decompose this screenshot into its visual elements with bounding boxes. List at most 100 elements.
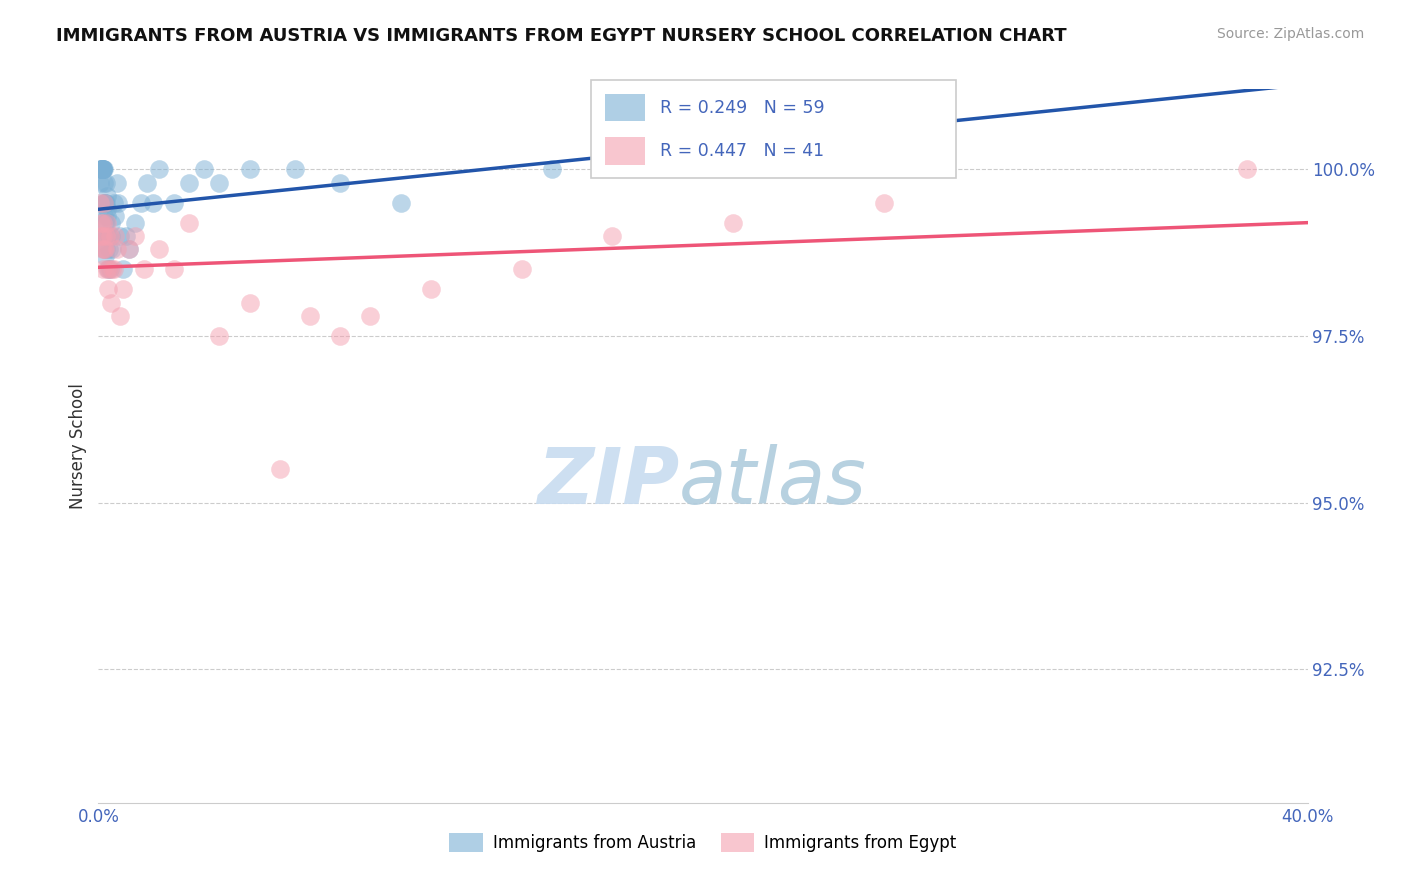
Point [90,162,112,177]
Point [96,176,118,190]
Point [94,216,117,230]
Point [101,262,124,277]
Point [329,176,352,190]
Point [104,209,127,223]
Point [329,329,352,343]
Point [111,262,134,277]
Point [208,329,231,343]
Point [94,249,117,263]
Point [142,195,165,210]
Point [93,162,115,177]
Point [94,195,117,210]
Point [540,162,562,177]
Legend: Immigrants from Austria, Immigrants from Egypt: Immigrants from Austria, Immigrants from… [443,826,963,859]
Point [94,195,117,210]
Point [105,242,128,256]
Point [118,242,141,256]
Point [98,228,121,243]
Bar [605,137,645,165]
Point [91,162,114,177]
Point [96,216,118,230]
Point [107,195,129,210]
Point [98,242,121,256]
FancyBboxPatch shape [591,80,956,178]
Point [873,195,896,210]
Point [89,195,111,210]
Point [94,228,117,243]
Point [118,242,141,256]
Point [91,162,114,177]
Point [108,309,131,323]
Point [94,242,117,256]
Point [114,228,136,243]
Text: ZIP: ZIP [537,443,679,520]
Point [91,242,114,256]
Point [135,176,157,190]
Point [96,189,118,203]
Point [389,195,412,210]
Point [93,176,115,190]
Point [100,295,122,310]
Point [93,209,115,223]
Point [93,195,115,210]
Point [420,282,443,296]
Point [89,176,111,190]
Text: R = 0.249   N = 59: R = 0.249 N = 59 [659,99,824,117]
Point [148,242,170,256]
Bar [605,94,645,121]
Point [91,216,114,230]
Text: IMMIGRANTS FROM AUSTRIA VS IMMIGRANTS FROM EGYPT NURSERY SCHOOL CORRELATION CHAR: IMMIGRANTS FROM AUSTRIA VS IMMIGRANTS FR… [56,27,1067,45]
Point [93,242,115,256]
Point [124,216,146,230]
Point [96,209,118,223]
Point [163,195,186,210]
Point [148,162,170,177]
Text: atlas: atlas [679,443,866,520]
Point [91,228,114,243]
Point [723,216,745,230]
Point [96,202,118,217]
Point [103,262,125,277]
Point [93,242,115,256]
Point [94,216,117,230]
Point [91,162,114,177]
Point [108,228,131,243]
Point [284,162,307,177]
Point [96,228,118,243]
Point [97,282,120,296]
Point [90,162,112,177]
Point [239,162,262,177]
Point [97,228,120,243]
Text: Source: ZipAtlas.com: Source: ZipAtlas.com [1216,27,1364,41]
Point [179,176,201,190]
Point [1236,162,1258,177]
Point [132,262,155,277]
Text: R = 0.447   N = 41: R = 0.447 N = 41 [659,142,824,160]
Point [103,195,125,210]
Y-axis label: Nursery School: Nursery School [69,383,87,509]
Point [163,262,186,277]
Point [93,228,115,243]
Point [100,228,122,243]
Point [97,262,120,277]
Point [510,262,533,277]
Point [98,262,121,277]
Point [193,162,215,177]
Point [91,262,114,277]
Point [90,216,112,230]
Point [93,195,115,210]
Point [269,462,291,476]
Point [105,176,128,190]
Point [602,228,624,243]
Point [98,262,121,277]
Point [94,228,117,243]
Point [90,228,112,243]
Point [91,162,114,177]
Point [179,216,201,230]
Point [91,162,114,177]
Point [208,176,231,190]
Point [90,162,112,177]
Point [104,228,127,243]
Point [94,242,117,256]
Point [91,162,114,177]
